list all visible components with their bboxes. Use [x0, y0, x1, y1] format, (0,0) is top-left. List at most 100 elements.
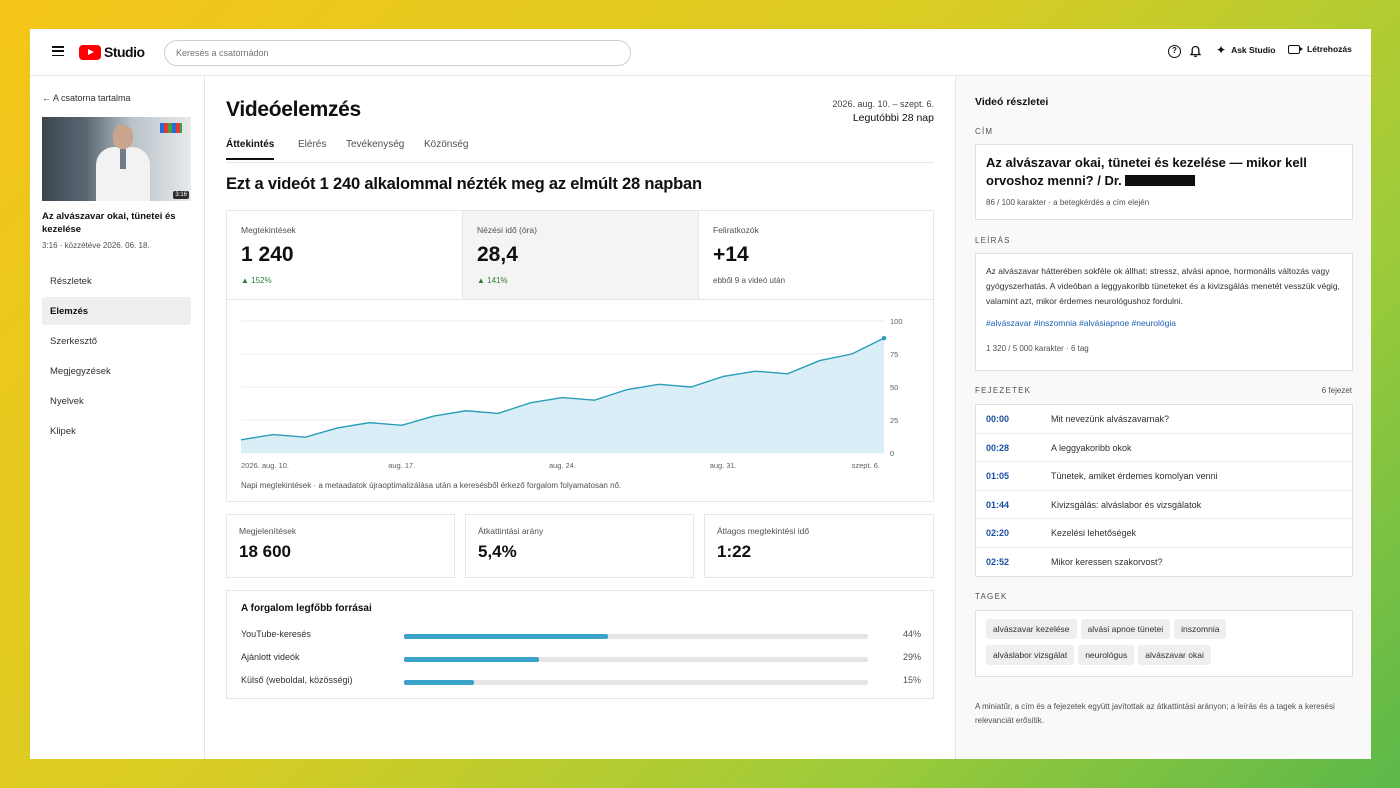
chapter-time[interactable]: 00:00	[986, 414, 1010, 424]
camera-icon	[1288, 44, 1303, 54]
youtube-studio-logo[interactable]: Studio	[79, 43, 145, 61]
chapter-time[interactable]: 02:20	[986, 528, 1010, 538]
kpi-impressions[interactable]: Megjelenítések 18 600	[226, 514, 455, 578]
ask-studio-label: Ask Studio	[1231, 45, 1276, 55]
left-sidebar: ← A csatorna tartalma 3:16 Az alvászavar…	[30, 76, 205, 759]
logo-text: Studio	[104, 44, 145, 60]
tag-chip[interactable]: inszomnia	[1174, 619, 1227, 639]
chapter-title: Mikor keressen szakorvost?	[1051, 556, 1163, 567]
views-headline: Ezt a videót 1 240 alkalommal nézték meg…	[226, 175, 702, 193]
date-range-picker[interactable]: 2026. aug. 10. – szept. 6. Legutóbbi 28 …	[832, 97, 934, 125]
tag-chip[interactable]: alváslabor vizsgálat	[986, 645, 1075, 665]
tag-chip[interactable]: alvászavar okai	[1138, 645, 1211, 665]
x-tick-label: aug. 17.	[388, 461, 415, 470]
kpi-ctr[interactable]: Átkattintási arány 5,4%	[465, 514, 694, 578]
sidebar-item-comments[interactable]: Megjegyzések	[50, 366, 111, 377]
x-tick-label: aug. 24.	[549, 461, 576, 470]
tag-chip[interactable]: alvási apnoe tünetei	[1080, 619, 1171, 639]
menu-icon[interactable]	[52, 46, 64, 57]
bell-icon[interactable]	[1189, 45, 1202, 58]
kpi-chart-card: Megtekintések 1 240 ▲ 152% Nézési idő (ó…	[226, 210, 934, 502]
analytics-tabs: Áttekintés Elérés Tevékenység Közönség	[226, 136, 934, 163]
description-hashtags[interactable]: #alvászavar #inszomnia #alvásiapnoe #neu…	[986, 318, 1176, 328]
y-tick-label: 50	[890, 383, 898, 392]
traffic-row: Ajánlott videók 29%	[241, 652, 921, 666]
chapter-row[interactable]: 02:52 Mikor keressen szakorvost?	[976, 548, 1352, 577]
tag-chip[interactable]: neurológus	[1078, 645, 1135, 665]
traffic-pct: 15%	[902, 675, 921, 685]
ask-studio-button[interactable]: ✦ Ask Studio	[1216, 44, 1275, 56]
sidebar-item-analytics[interactable]: Elemzés	[42, 297, 191, 325]
chapter-row[interactable]: 00:28 A leggyakoribb okok	[976, 434, 1352, 462]
kpi-avg-view-duration[interactable]: Átlagos megtekintési idő 1:22	[704, 514, 934, 578]
kpi-value: 5,4%	[478, 542, 517, 561]
chapter-time[interactable]: 00:28	[986, 442, 1010, 453]
traffic-pct: 44%	[902, 629, 921, 639]
create-button[interactable]: Létrehozás	[1288, 44, 1352, 54]
tag-chip[interactable]: alvászavar kezelése	[986, 619, 1077, 639]
date-period-text: Legutóbbi 28 nap	[852, 112, 934, 124]
kpi-value: 28,4	[477, 243, 518, 266]
chapter-time[interactable]: 01:05	[986, 471, 1010, 481]
kpi-label: Megjelenítések	[239, 526, 297, 536]
tab-engagement[interactable]: Tevékenység	[346, 139, 405, 150]
kpi-value: 1 240	[241, 243, 294, 266]
traffic-bar-fill	[404, 657, 539, 662]
tags-section-label: TAGEK	[975, 592, 1008, 601]
traffic-pct: 29%	[902, 652, 921, 662]
x-tick-label: 2026. aug. 10.	[241, 461, 289, 470]
traffic-title: A forgalom legfőbb forrásai	[241, 603, 372, 614]
traffic-row: Külső (weboldal, közösségi) 15%	[241, 675, 921, 689]
kpi-change: ▲ 141%	[477, 276, 508, 285]
help-icon[interactable]: ?	[1168, 45, 1181, 58]
kpi-value: 18 600	[239, 542, 291, 561]
description-field[interactable]: Az alvászavar hátterében sokféle ok állh…	[975, 253, 1353, 371]
chapters-count: 6 fejezet	[1321, 386, 1352, 395]
kpi-subscribers[interactable]: Feliratkozók +14 ebből 9 a videó után	[699, 211, 933, 300]
chapter-row[interactable]: 00:00 Mit nevezünk alvászavarnak?	[976, 405, 1352, 434]
tags-field[interactable]: alvászavar kezelése alvási apnoe tünetei i…	[975, 610, 1353, 677]
title-field-text: Az alvászavar okai, tünetei és kezelése …	[986, 155, 1307, 188]
tab-reach[interactable]: Elérés	[298, 139, 327, 150]
sidebar-item-clips[interactable]: Klipek	[50, 426, 76, 437]
traffic-bar-track	[404, 634, 868, 639]
chapter-time[interactable]: 01:44	[986, 499, 1010, 510]
traffic-source-name: Ajánlott videók	[241, 652, 300, 662]
y-tick-label: 0	[890, 449, 894, 458]
create-label: Létrehozás	[1307, 44, 1352, 54]
traffic-bar-track	[404, 657, 868, 662]
traffic-bar-fill	[404, 680, 474, 685]
description-char-count: 1 320 / 5 000 karakter · 6 tag	[986, 344, 1089, 353]
chart-point	[881, 335, 887, 341]
kpi-label: Átkattintási arány	[478, 526, 544, 536]
chapter-time[interactable]: 02:52	[986, 556, 1010, 567]
x-tick-label: aug. 31.	[710, 461, 737, 470]
tab-overview[interactable]: Áttekintés	[226, 139, 275, 160]
sidebar-item-editor[interactable]: Szerkesztő	[50, 336, 97, 347]
chapter-row[interactable]: 01:05 Tünetek, amiket érdemes komolyan ve…	[976, 462, 1352, 491]
sidebar-item-details[interactable]: Részletek	[50, 276, 92, 287]
chapter-row[interactable]: 01:44 Kivizsgálás: alváslabor és vizsgála…	[976, 491, 1352, 519]
views-chart: 100 75 50 25 0 2026. aug. 10. aug. 17. aug. 24.…	[227, 300, 935, 500]
chapter-row[interactable]: 02:20 Kezelési lehetőségek	[976, 519, 1352, 548]
kpi-value: 1:22	[717, 542, 752, 561]
sparkle-icon: ✦	[1216, 43, 1227, 57]
description-text: Az alvászavar hátterében sokféle ok állh…	[986, 266, 1340, 306]
kpi-label: Megtekintések	[241, 225, 296, 235]
optimization-note: A miniatűr, a cím és a fejezetek együtt …	[975, 702, 1335, 725]
chapters-list: 00:00 Mit nevezünk alvászavarnak? 00:28 A …	[975, 404, 1353, 577]
tab-audience[interactable]: Közönség	[424, 139, 469, 150]
video-thumbnail[interactable]: 3:16	[42, 117, 191, 201]
studio-window: Studio ? ✦ Ask Studio Létrehozás ← A csa…	[30, 29, 1371, 759]
title-field[interactable]: Az alvászavar okai, tünetei és kezelése …	[975, 144, 1353, 220]
sidebar-item-languages[interactable]: Nyelvek	[50, 396, 84, 407]
main-content: Videóelemzés 2026. aug. 10. – szept. 6. …	[206, 76, 955, 759]
search-input[interactable]	[164, 40, 631, 66]
kpi-views[interactable]: Megtekintések 1 240 ▲ 152%	[227, 211, 463, 300]
page-title: Videóelemzés	[226, 98, 361, 121]
redacted-name	[1124, 175, 1195, 186]
traffic-sources-card: A forgalom legfőbb forrásai YouTube-kere…	[226, 590, 934, 699]
views-chart-svg: 100 75 50 25 0 2026. aug. 10. aug. 17. aug. 24.…	[240, 317, 903, 470]
back-to-channel-link[interactable]: ← A csatorna tartalma	[42, 93, 131, 103]
kpi-watch-time[interactable]: Nézési idő (óra) 28,4 ▲ 141%	[463, 211, 699, 300]
